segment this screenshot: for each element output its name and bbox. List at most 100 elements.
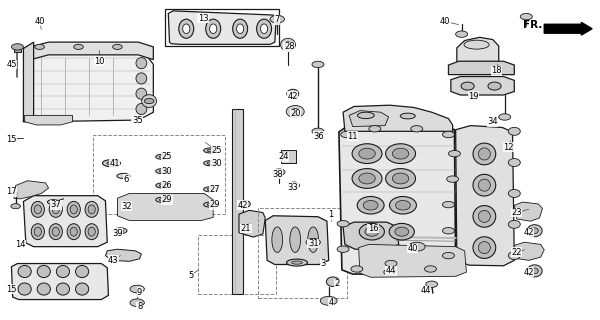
Text: 7: 7 xyxy=(275,15,280,24)
Ellipse shape xyxy=(291,109,299,115)
Ellipse shape xyxy=(156,197,169,202)
Ellipse shape xyxy=(386,169,416,188)
Text: FR.: FR. xyxy=(523,20,542,29)
Ellipse shape xyxy=(37,283,50,295)
Circle shape xyxy=(442,131,454,138)
Circle shape xyxy=(520,13,532,20)
Ellipse shape xyxy=(136,73,147,84)
Ellipse shape xyxy=(285,42,291,48)
Ellipse shape xyxy=(236,24,244,34)
Ellipse shape xyxy=(359,173,375,184)
Ellipse shape xyxy=(287,89,299,98)
Circle shape xyxy=(442,201,454,208)
Text: 44: 44 xyxy=(386,266,396,276)
Ellipse shape xyxy=(103,160,121,167)
Circle shape xyxy=(448,150,460,157)
Text: 27: 27 xyxy=(209,185,220,194)
Ellipse shape xyxy=(260,24,268,34)
Text: 8: 8 xyxy=(137,302,142,311)
Text: 9: 9 xyxy=(137,288,142,297)
Polygon shape xyxy=(23,52,154,122)
Ellipse shape xyxy=(287,259,307,266)
Polygon shape xyxy=(239,210,265,237)
Ellipse shape xyxy=(359,148,375,159)
Text: 32: 32 xyxy=(121,202,132,211)
Text: 29: 29 xyxy=(210,200,220,209)
Text: 35: 35 xyxy=(132,116,142,125)
Text: 42: 42 xyxy=(237,201,248,210)
Circle shape xyxy=(369,125,381,132)
Ellipse shape xyxy=(70,205,77,214)
Ellipse shape xyxy=(136,58,147,69)
Ellipse shape xyxy=(531,228,538,234)
Ellipse shape xyxy=(56,266,70,277)
Polygon shape xyxy=(23,42,34,122)
Ellipse shape xyxy=(67,201,80,217)
Ellipse shape xyxy=(76,266,89,277)
Text: 11: 11 xyxy=(347,132,358,140)
Circle shape xyxy=(74,44,83,50)
Text: 44: 44 xyxy=(421,286,431,295)
Ellipse shape xyxy=(473,143,496,165)
Ellipse shape xyxy=(76,283,89,295)
Text: 28: 28 xyxy=(284,42,295,52)
Ellipse shape xyxy=(70,227,77,236)
Ellipse shape xyxy=(233,19,248,38)
Text: 30: 30 xyxy=(162,167,172,176)
Circle shape xyxy=(270,15,284,23)
Polygon shape xyxy=(106,249,142,261)
Ellipse shape xyxy=(286,106,304,118)
Text: 31: 31 xyxy=(308,239,319,248)
Circle shape xyxy=(384,269,396,275)
Ellipse shape xyxy=(142,95,157,108)
Text: 40: 40 xyxy=(34,17,45,26)
Text: 25: 25 xyxy=(162,152,172,161)
Polygon shape xyxy=(265,216,329,265)
Ellipse shape xyxy=(207,203,213,206)
Circle shape xyxy=(446,176,458,182)
Polygon shape xyxy=(23,196,107,247)
Ellipse shape xyxy=(290,227,301,252)
Polygon shape xyxy=(339,125,455,274)
Text: 10: 10 xyxy=(94,57,105,66)
Bar xyxy=(281,150,296,163)
Text: 40: 40 xyxy=(440,17,450,26)
Text: 43: 43 xyxy=(108,256,119,265)
Ellipse shape xyxy=(363,200,378,210)
Polygon shape xyxy=(451,76,514,95)
Text: 42: 42 xyxy=(287,92,298,101)
Ellipse shape xyxy=(203,161,217,166)
Circle shape xyxy=(426,281,437,287)
Ellipse shape xyxy=(365,227,379,236)
Circle shape xyxy=(312,128,324,134)
Text: 23: 23 xyxy=(511,208,522,217)
Circle shape xyxy=(306,238,320,246)
Ellipse shape xyxy=(478,210,490,222)
Ellipse shape xyxy=(88,205,95,214)
Ellipse shape xyxy=(52,205,59,214)
Circle shape xyxy=(145,99,154,104)
Circle shape xyxy=(455,31,467,37)
Text: 21: 21 xyxy=(241,224,251,233)
Text: 22: 22 xyxy=(511,248,522,257)
Ellipse shape xyxy=(34,205,41,214)
Ellipse shape xyxy=(531,268,538,274)
Ellipse shape xyxy=(114,228,127,234)
Bar xyxy=(258,208,347,298)
Ellipse shape xyxy=(179,19,194,38)
Ellipse shape xyxy=(257,19,272,38)
Polygon shape xyxy=(349,111,389,126)
Circle shape xyxy=(320,296,337,305)
Ellipse shape xyxy=(37,266,50,277)
Text: 19: 19 xyxy=(469,92,479,101)
Ellipse shape xyxy=(464,40,489,49)
Ellipse shape xyxy=(47,200,59,204)
Ellipse shape xyxy=(160,170,166,172)
Polygon shape xyxy=(11,264,109,300)
Text: 18: 18 xyxy=(491,66,502,75)
Ellipse shape xyxy=(156,154,169,159)
Text: 36: 36 xyxy=(314,132,325,140)
Text: 25: 25 xyxy=(211,146,221,155)
Text: 38: 38 xyxy=(272,170,283,179)
Circle shape xyxy=(130,299,145,307)
